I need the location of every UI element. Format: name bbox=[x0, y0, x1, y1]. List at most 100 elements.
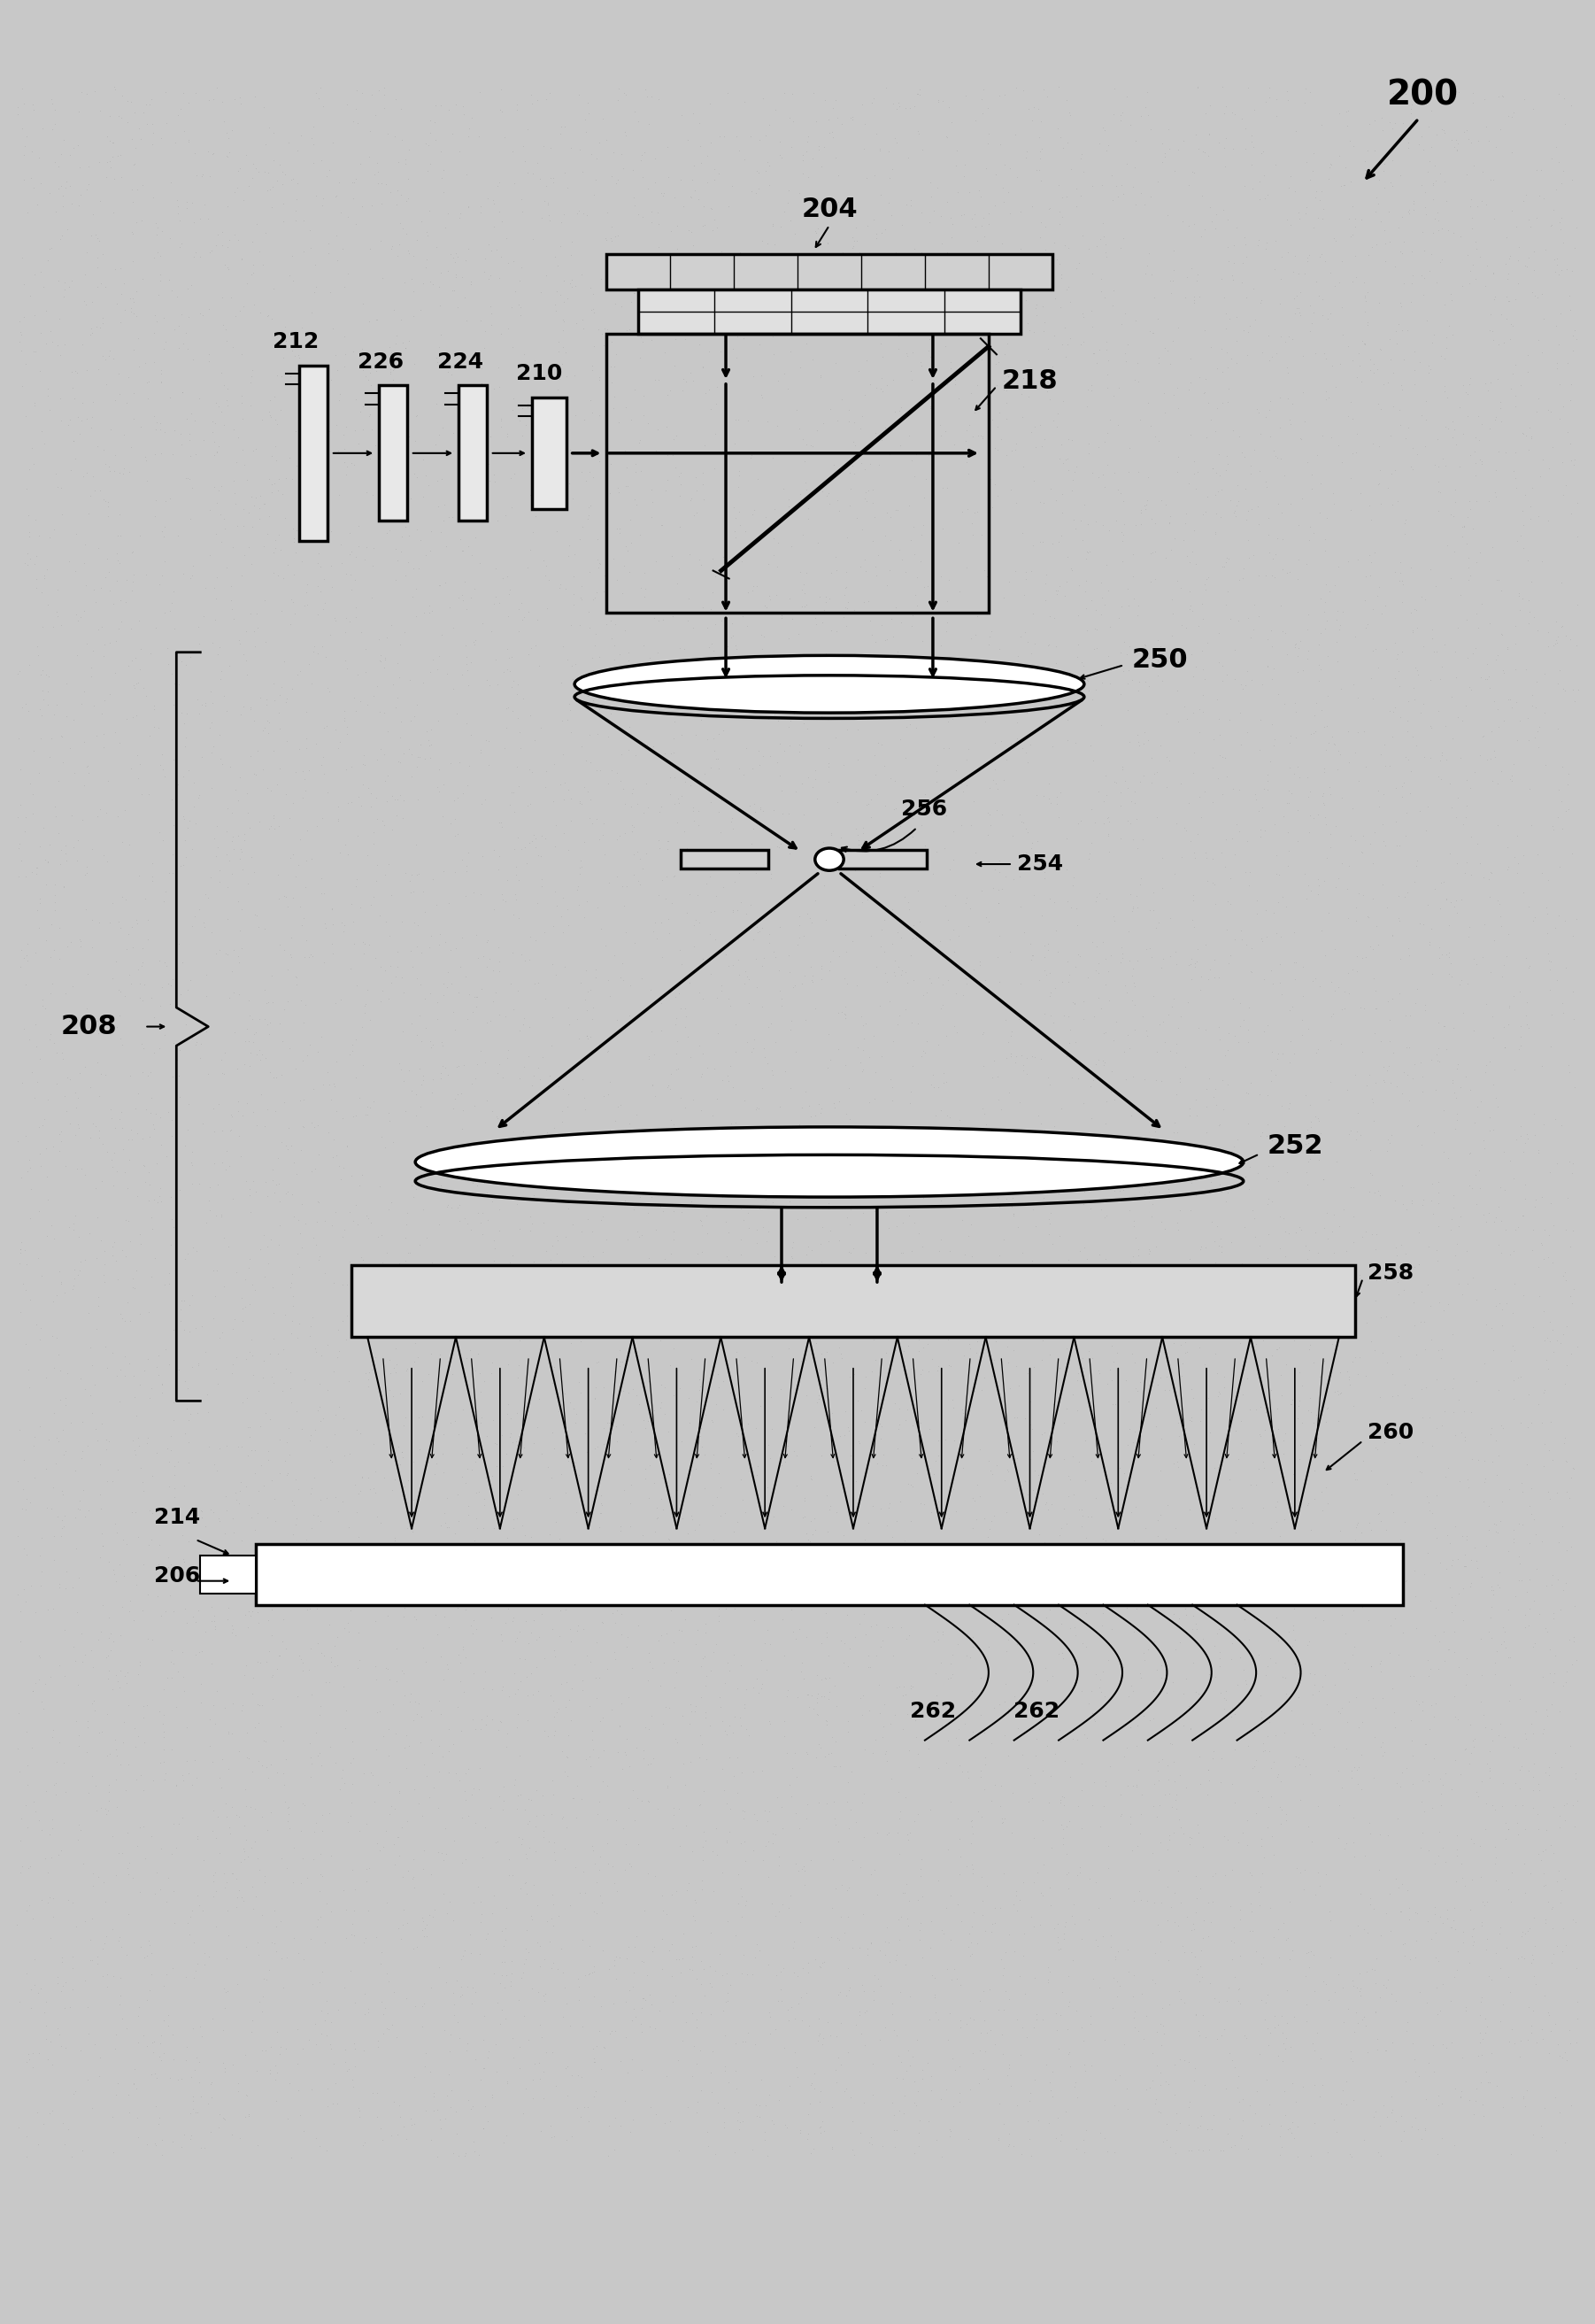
Point bbox=[1431, 1132, 1456, 1169]
Point bbox=[777, 953, 802, 990]
Point bbox=[1215, 2115, 1241, 2152]
Point bbox=[777, 702, 802, 739]
Point bbox=[1420, 181, 1445, 218]
Point bbox=[1429, 734, 1455, 772]
Point bbox=[651, 600, 676, 637]
Point bbox=[1037, 786, 1062, 823]
Point bbox=[182, 402, 207, 439]
Point bbox=[533, 1306, 558, 1343]
Point bbox=[1191, 311, 1217, 349]
Point bbox=[703, 1385, 729, 1422]
Point bbox=[105, 1262, 131, 1299]
Point bbox=[1522, 1188, 1547, 1225]
Point bbox=[1325, 548, 1351, 586]
Point bbox=[1182, 511, 1207, 548]
Point bbox=[777, 834, 802, 872]
Point bbox=[716, 1294, 742, 1332]
Point bbox=[1400, 1736, 1426, 1773]
Point bbox=[1544, 1146, 1569, 1183]
Point bbox=[1295, 1011, 1321, 1048]
Point bbox=[761, 246, 786, 284]
Point bbox=[1005, 2087, 1030, 2124]
Point bbox=[415, 1355, 440, 1392]
Point bbox=[726, 467, 751, 504]
Point bbox=[1140, 892, 1166, 930]
Point bbox=[43, 797, 69, 834]
Point bbox=[1487, 1285, 1512, 1322]
Point bbox=[128, 1643, 153, 1680]
Point bbox=[558, 802, 584, 839]
Point bbox=[443, 256, 469, 293]
Point bbox=[1351, 818, 1376, 855]
Point bbox=[721, 251, 746, 288]
Point bbox=[871, 1685, 896, 1722]
Point bbox=[54, 163, 80, 200]
Point bbox=[1322, 1373, 1348, 1411]
Point bbox=[313, 2001, 338, 2038]
Point bbox=[721, 892, 746, 930]
Point bbox=[1557, 1227, 1582, 1264]
Point bbox=[1034, 1153, 1059, 1190]
Point bbox=[1432, 446, 1458, 483]
Point bbox=[1065, 1552, 1091, 1590]
Point bbox=[1231, 551, 1257, 588]
Point bbox=[1340, 1636, 1365, 1673]
Point bbox=[794, 1290, 820, 1327]
Point bbox=[1085, 944, 1110, 981]
Point bbox=[1266, 964, 1292, 1002]
Point bbox=[1290, 1706, 1316, 1743]
Point bbox=[1295, 639, 1321, 676]
Point bbox=[1198, 328, 1223, 365]
Point bbox=[238, 1034, 263, 1071]
Point bbox=[1362, 1717, 1388, 1755]
Point bbox=[72, 1241, 97, 1278]
Point bbox=[49, 1034, 75, 1071]
Point bbox=[177, 416, 203, 453]
Point bbox=[115, 916, 140, 953]
Point bbox=[1257, 342, 1282, 379]
Point bbox=[1112, 762, 1137, 799]
Point bbox=[1278, 553, 1303, 590]
Point bbox=[638, 1274, 664, 1311]
Point bbox=[201, 1446, 226, 1483]
Point bbox=[413, 1917, 439, 1954]
Point bbox=[450, 1092, 475, 1129]
Point bbox=[671, 813, 697, 851]
Point bbox=[1230, 2101, 1255, 2138]
Point bbox=[683, 1687, 708, 1724]
Point bbox=[887, 809, 912, 846]
Point bbox=[959, 504, 984, 541]
Point bbox=[796, 1520, 821, 1557]
Point bbox=[121, 2066, 147, 2103]
Point bbox=[314, 1327, 340, 1364]
Point bbox=[841, 423, 866, 460]
Point bbox=[777, 100, 802, 137]
Point bbox=[1533, 1901, 1558, 1938]
Point bbox=[211, 2101, 236, 2138]
Point bbox=[818, 1213, 844, 1250]
Point bbox=[1436, 409, 1461, 446]
Point bbox=[1531, 1866, 1557, 1903]
Point bbox=[212, 1785, 238, 1822]
Point bbox=[5, 1576, 30, 1613]
Point bbox=[1412, 1304, 1437, 1341]
Point bbox=[88, 93, 113, 130]
Point bbox=[1479, 713, 1504, 751]
Point bbox=[193, 976, 219, 1013]
Point bbox=[686, 792, 711, 830]
Point bbox=[990, 669, 1016, 706]
Point bbox=[498, 1139, 523, 1176]
Point bbox=[1235, 521, 1260, 558]
Point bbox=[75, 1708, 100, 1745]
Point bbox=[440, 1987, 466, 2024]
Point bbox=[914, 293, 939, 330]
Point bbox=[831, 746, 857, 783]
Point bbox=[1123, 507, 1148, 544]
Point bbox=[1029, 1341, 1054, 1378]
Point bbox=[1123, 123, 1148, 160]
Point bbox=[80, 314, 105, 351]
Point bbox=[1273, 1659, 1298, 1697]
Point bbox=[603, 1604, 628, 1641]
Point bbox=[557, 1887, 582, 1924]
Point bbox=[396, 130, 421, 167]
